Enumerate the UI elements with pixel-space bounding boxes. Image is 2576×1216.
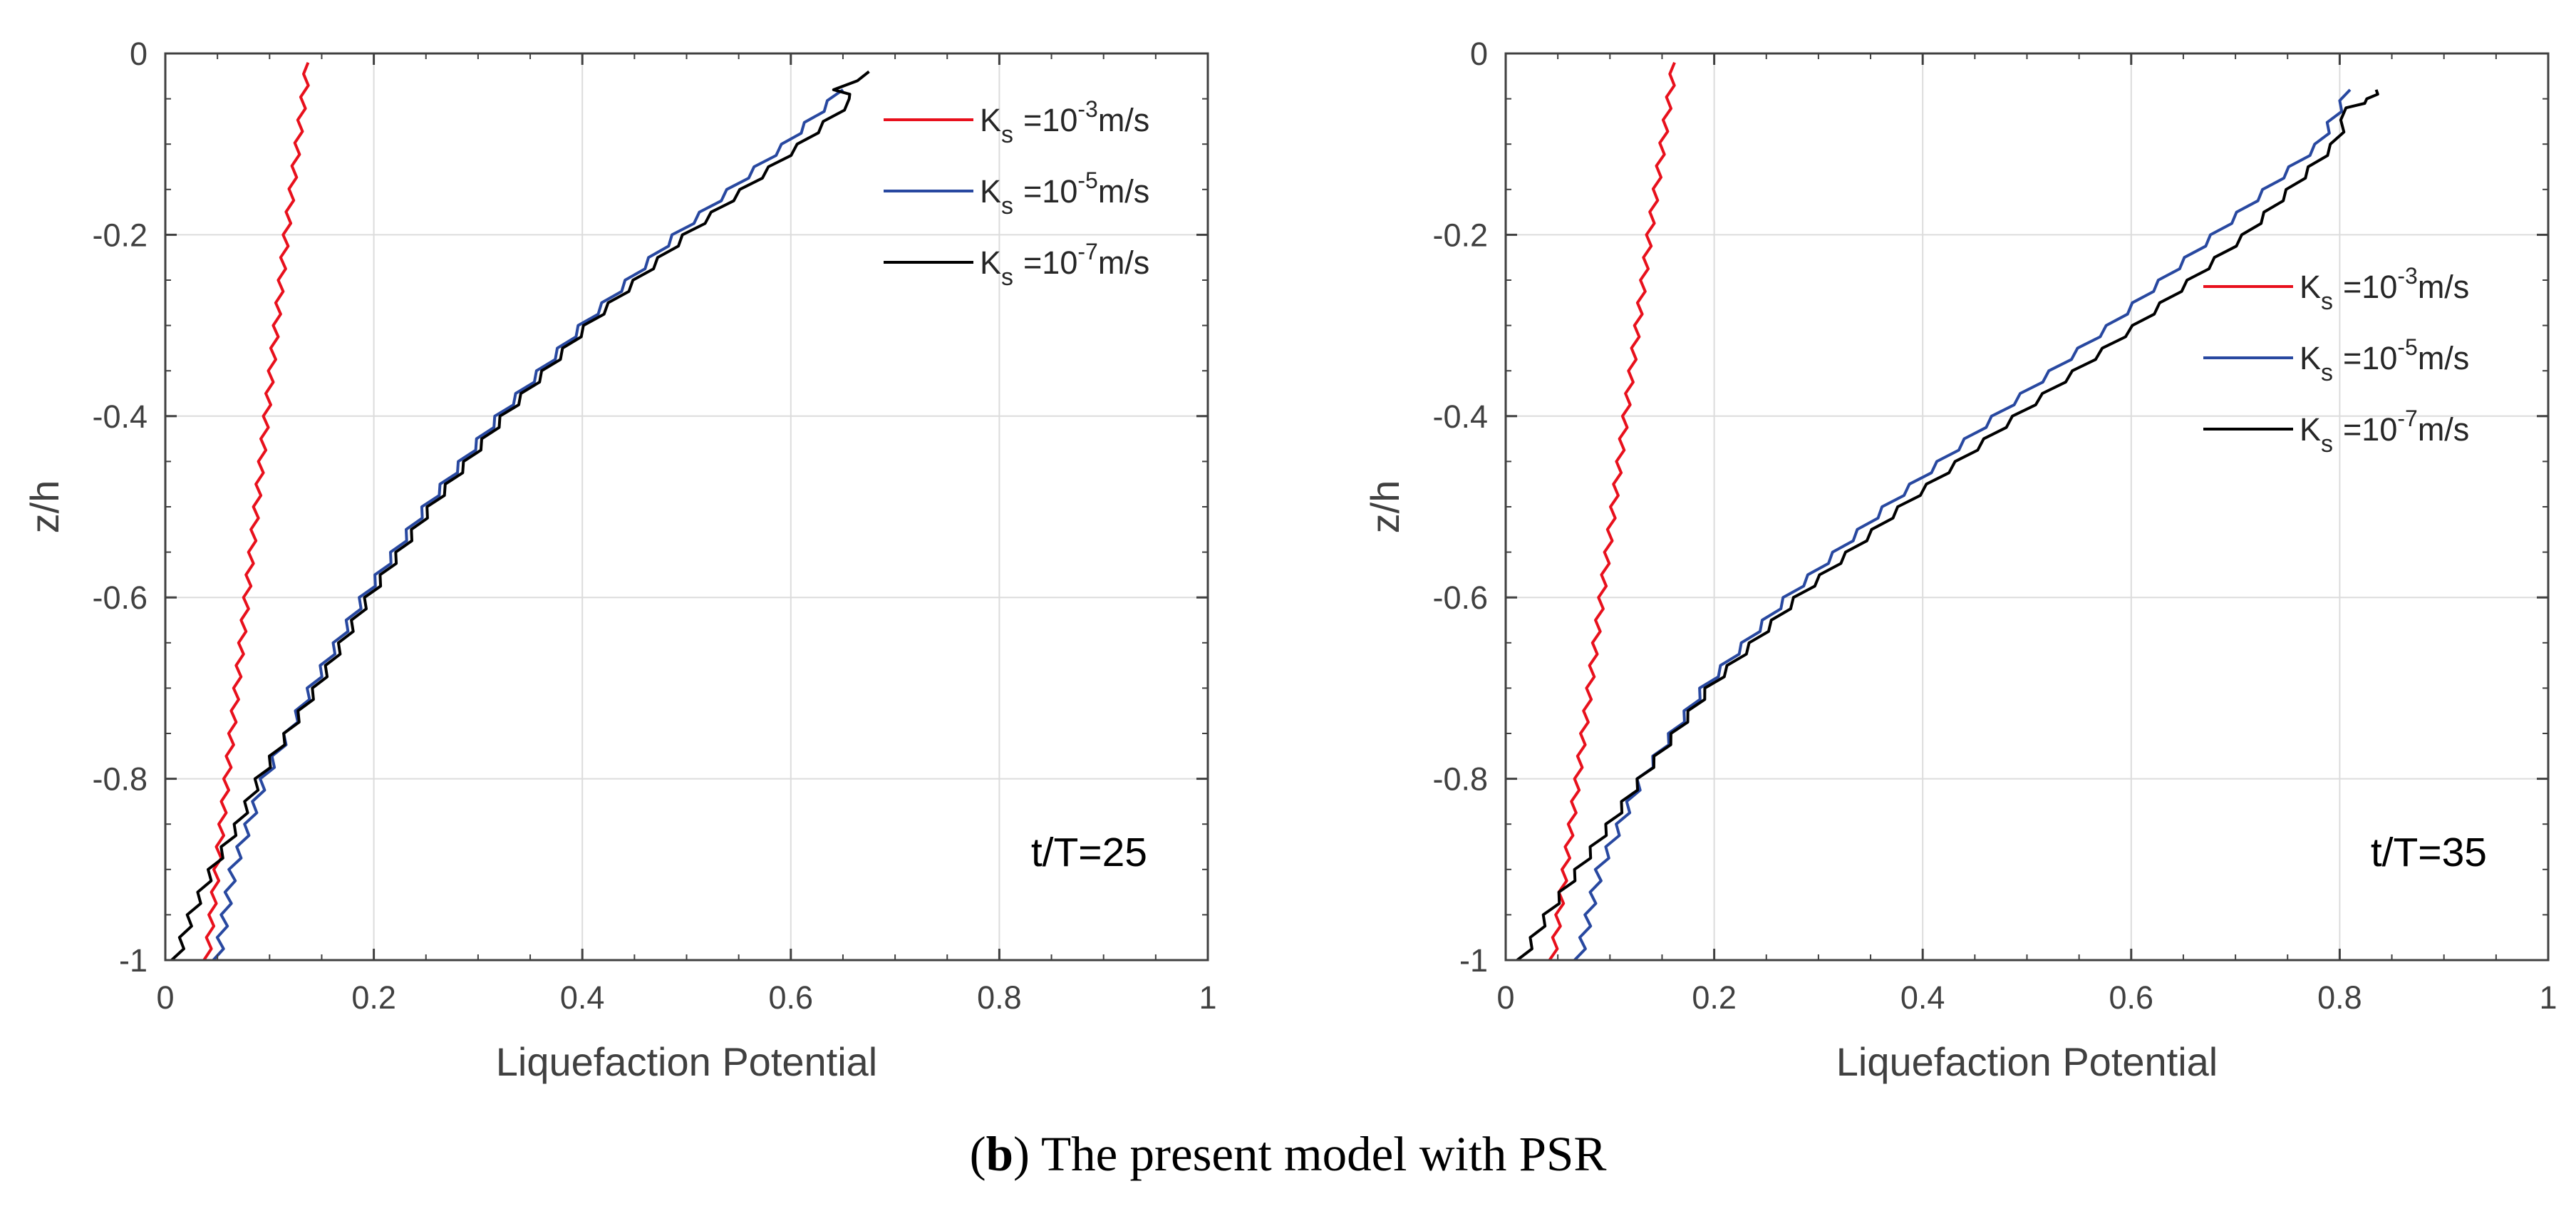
x-tick-label: 0.6 [2109,979,2154,1016]
y-tick-label: 0 [1470,36,1488,72]
y-tick-label: -0.8 [92,761,148,798]
y-tick-label: -0.8 [1432,761,1488,798]
series-line-m7 [1516,89,2379,960]
x-tick-label: 1 [2539,979,2557,1016]
y-tick-label: -0.2 [1432,217,1488,253]
y-tick-label: -0.6 [1432,579,1488,616]
time-annotation: t/T=35 [2371,830,2487,875]
series-line-m5 [212,88,844,960]
caption-text: The present model with PSR [1040,1127,1607,1181]
series-line-m3 [1548,61,1676,960]
plot-frame [1504,52,2550,962]
y-tick-label: -0.4 [92,398,148,435]
y-tick-label: -0.4 [1432,398,1488,435]
x-tick-label: 0.8 [977,979,1022,1016]
chart-t25: 0 0.2 0.4 0.6 0.8 1 0 -0.2 -0.4 -0.6 -0.8 -1 Liquefa… [22,36,1217,1084]
legend: Ks =10-3m/s Ks =10-5m/s Ks =10-7m/s [884,96,1149,291]
legend-label: Ks =10-7m/s [980,239,1149,291]
x-axis-label: Liquefaction Potential [496,1039,878,1084]
y-tick-label: -1 [1459,942,1488,979]
time-annotation: t/T=25 [1031,830,1147,875]
series-line-m3 [202,61,310,960]
y-tick-label: -0.6 [92,579,148,616]
legend-label: Ks =10-7m/s [2300,406,2469,458]
legend-label: Ks =10-5m/s [2300,334,2469,386]
x-tick-label: 0 [156,979,174,1016]
x-tick-label: 0.4 [1900,979,1945,1016]
x-tick-label: 1 [1199,979,1216,1016]
legend-label: Ks =10-3m/s [980,96,1149,148]
y-tick-label: 0 [130,36,148,72]
x-axis-label: Liquefaction Potential [1836,1039,2218,1084]
x-tick-label: 0.6 [769,979,814,1016]
y-tick-label: -0.2 [92,217,148,253]
x-tick-label: 0.2 [351,979,396,1016]
y-axis-label: z/h [22,480,67,534]
series-line-m5 [1573,88,2352,960]
legend-label: Ks =10-5m/s [980,168,1149,220]
x-tick-label: 0 [1496,979,1514,1016]
caption-label: b [986,1127,1013,1181]
chart-t35: 0 0.2 0.4 0.6 0.8 1 0 -0.2 -0.4 -0.6 -0.8 -1 Liquefa… [1362,36,2557,1084]
x-tick-label: 0.2 [1692,979,1737,1016]
series-line-m7 [170,70,870,960]
x-tick-label: 0.4 [560,979,605,1016]
legend: Ks =10-3m/s Ks =10-5m/s Ks =10-7m/s [2203,263,2469,458]
figure-caption: (b) The present model with PSR [969,1127,1607,1181]
x-tick-label: 0.8 [2317,979,2362,1016]
y-axis-label: z/h [1362,480,1407,534]
y-tick-label: -1 [119,942,148,979]
legend-label: Ks =10-3m/s [2300,263,2469,315]
